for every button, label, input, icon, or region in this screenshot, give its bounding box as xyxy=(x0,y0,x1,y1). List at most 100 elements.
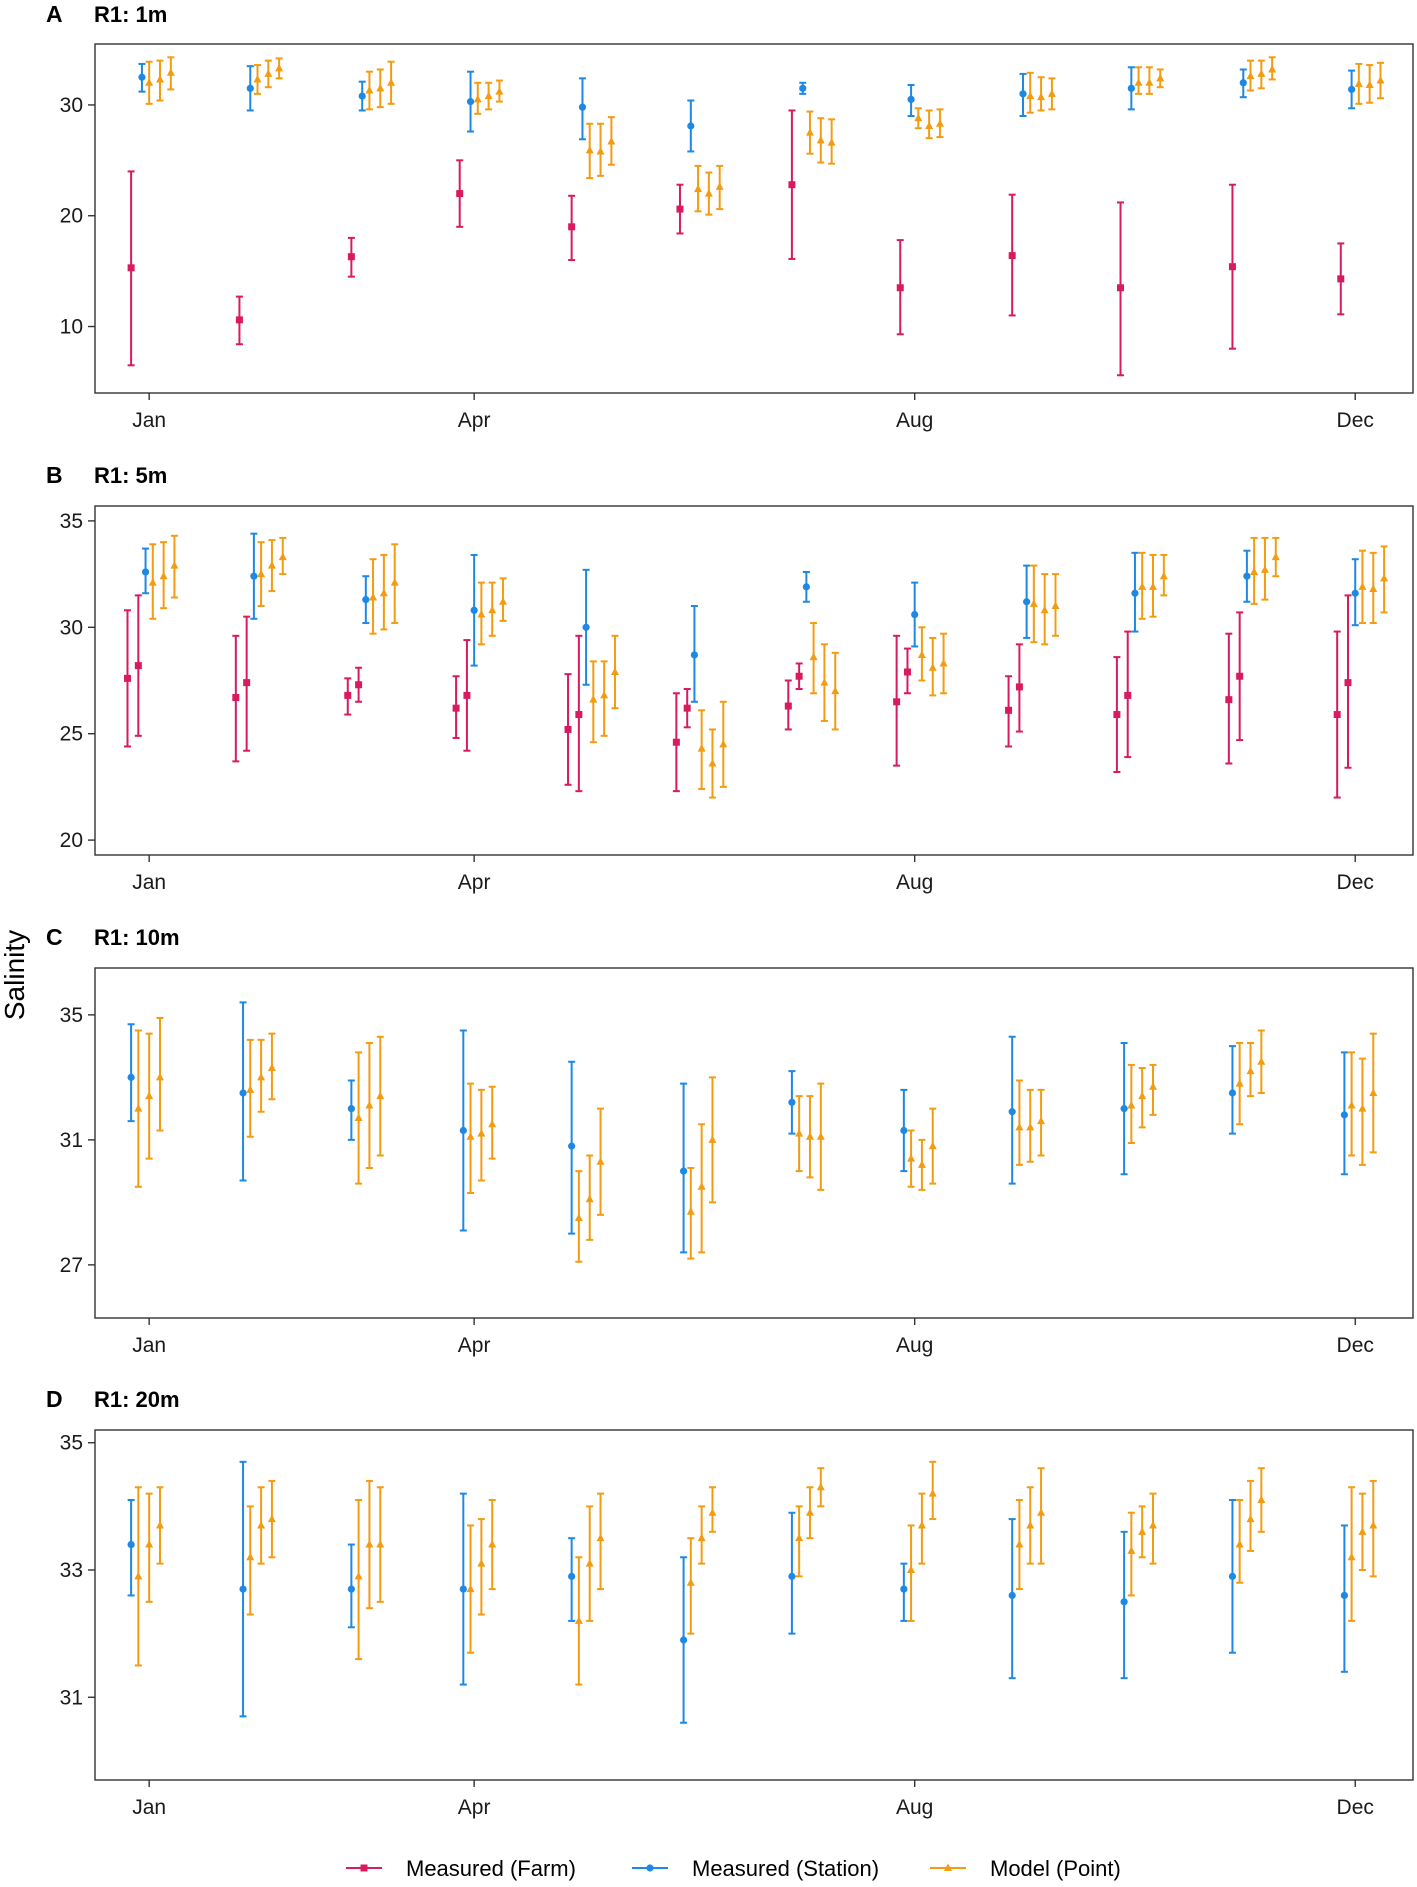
point-marker xyxy=(788,181,796,189)
data-point xyxy=(1228,183,1236,350)
plot-frame xyxy=(94,43,1414,394)
data-point xyxy=(893,634,901,767)
y-tick-label: 30 xyxy=(60,616,83,639)
point-marker xyxy=(246,1085,255,1093)
data-point xyxy=(831,651,840,731)
x-tick-label-apr: Apr xyxy=(458,1796,491,1819)
point-marker xyxy=(1257,1495,1266,1503)
point-marker xyxy=(1243,572,1251,580)
point-marker xyxy=(1037,1116,1046,1125)
data-point xyxy=(1015,1079,1024,1166)
data-point xyxy=(708,1076,717,1204)
point-marker xyxy=(1029,599,1038,607)
data-point xyxy=(239,1460,247,1718)
data-point xyxy=(574,1556,583,1686)
data-point xyxy=(477,1088,486,1182)
point-marker xyxy=(145,78,154,86)
data-point xyxy=(1354,62,1363,105)
point-marker xyxy=(376,1091,385,1100)
point-marker xyxy=(1159,571,1168,580)
data-point xyxy=(1037,76,1046,112)
data-point xyxy=(1347,1051,1356,1157)
point-marker xyxy=(246,1552,255,1561)
point-marker xyxy=(1236,672,1244,680)
data-point xyxy=(1015,1499,1024,1591)
data-point xyxy=(466,1082,475,1194)
data-point xyxy=(600,660,609,737)
point-marker xyxy=(564,725,572,733)
data-point xyxy=(607,116,616,166)
data-point xyxy=(1127,1511,1136,1597)
data-point xyxy=(1149,1063,1158,1116)
point-marker xyxy=(1348,85,1356,94)
point-marker xyxy=(257,1520,266,1529)
point-marker xyxy=(267,561,276,569)
data-point xyxy=(1026,1088,1035,1163)
data-point xyxy=(1037,1467,1046,1565)
data-point xyxy=(1113,656,1121,774)
point-marker xyxy=(914,113,923,122)
data-point xyxy=(267,1032,276,1101)
point-marker xyxy=(358,92,366,100)
data-point xyxy=(939,632,948,695)
data-point xyxy=(239,1001,247,1182)
data-point xyxy=(1333,630,1341,799)
point-marker xyxy=(250,572,258,580)
point-marker xyxy=(1376,76,1385,84)
data-point xyxy=(456,159,464,228)
point-marker xyxy=(1015,683,1023,691)
data-point xyxy=(463,639,471,752)
data-point xyxy=(1131,551,1139,633)
data-point xyxy=(473,81,482,115)
point-marker xyxy=(127,264,135,272)
point-marker xyxy=(1340,1591,1348,1600)
data-point xyxy=(574,1170,583,1263)
data-point xyxy=(784,679,792,731)
data-point xyxy=(1225,632,1233,765)
point-marker xyxy=(1127,1546,1136,1554)
point-marker xyxy=(267,1514,276,1523)
data-point xyxy=(1138,1505,1147,1559)
x-tick-label-aug: Aug xyxy=(896,409,933,432)
data-point xyxy=(935,108,944,139)
point-marker xyxy=(596,1157,605,1165)
point-marker xyxy=(816,135,825,144)
data-point xyxy=(159,541,168,610)
data-point xyxy=(470,553,478,667)
data-point xyxy=(1037,1088,1046,1157)
data-point xyxy=(589,660,598,744)
data-point xyxy=(1365,64,1374,104)
data-point xyxy=(788,1070,796,1135)
data-point xyxy=(1380,545,1389,614)
data-point xyxy=(134,1486,143,1667)
point-marker xyxy=(1358,1527,1367,1535)
data-point xyxy=(610,634,619,710)
point-marker xyxy=(155,1520,164,1529)
point-marker xyxy=(715,182,724,190)
data-point xyxy=(358,80,366,112)
panel-letter: C xyxy=(46,924,63,950)
point-marker xyxy=(257,1072,266,1081)
plot-frame xyxy=(94,505,1414,856)
point-marker xyxy=(1239,79,1247,87)
data-point xyxy=(499,577,508,622)
point-marker xyxy=(488,1119,497,1128)
data-point xyxy=(257,1038,266,1113)
data-point xyxy=(928,1107,937,1185)
point-marker xyxy=(463,691,471,699)
point-marker xyxy=(1369,1520,1378,1529)
point-marker xyxy=(697,1533,706,1542)
point-marker xyxy=(805,1508,814,1516)
point-marker xyxy=(795,1129,804,1137)
point-marker xyxy=(246,84,254,92)
data-point xyxy=(805,1486,814,1540)
x-tick-label-dec: Dec xyxy=(1337,1334,1374,1357)
data-point xyxy=(1138,1067,1147,1129)
data-point xyxy=(1235,1499,1244,1584)
point-marker xyxy=(365,1101,374,1109)
data-point xyxy=(907,83,915,118)
point-marker xyxy=(799,84,807,92)
data-point xyxy=(1008,1518,1016,1680)
point-marker xyxy=(267,1063,276,1071)
point-marker xyxy=(355,681,363,689)
